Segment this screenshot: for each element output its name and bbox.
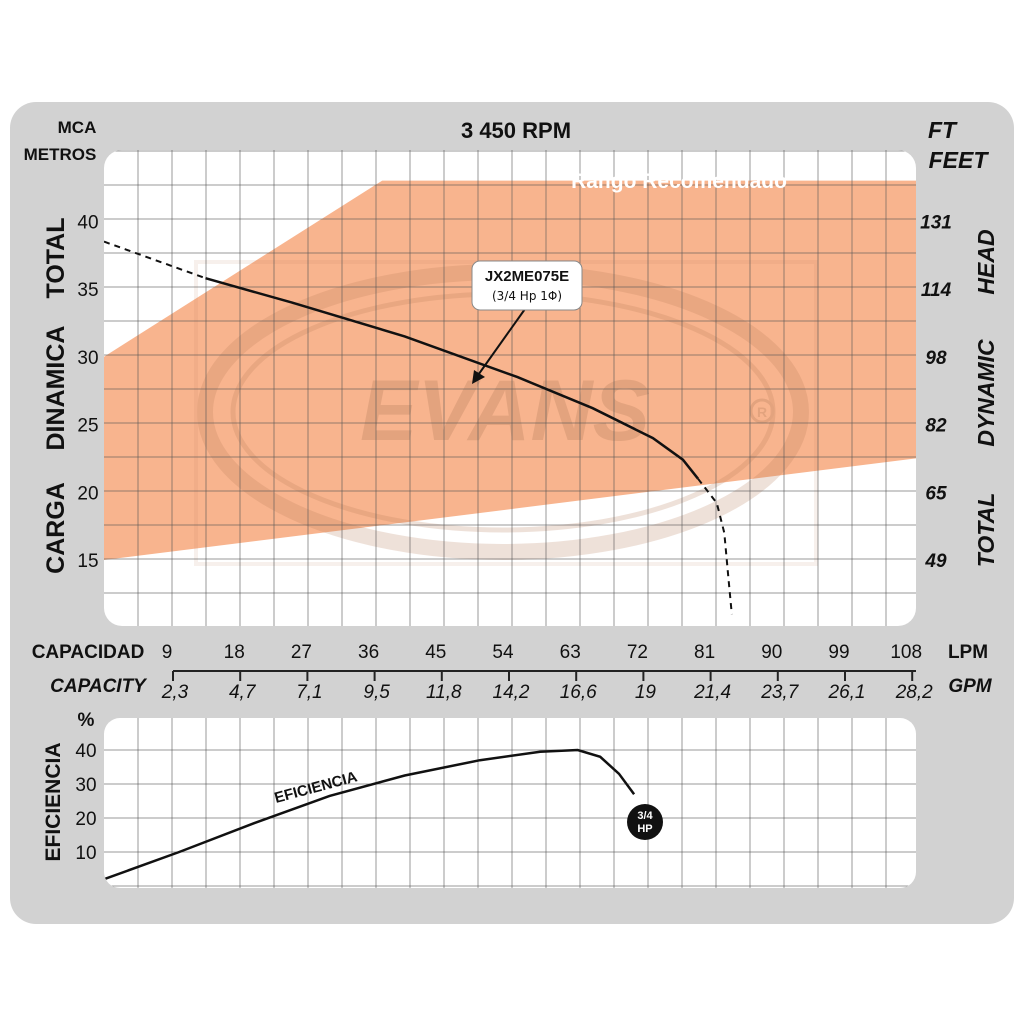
y-tick-left: 15 [77,551,98,572]
right-axis-word-dynamic: DYNAMIC [973,339,999,447]
x-tick-gpm: 4,7 [229,682,257,703]
left-unit-label-1: MCA [58,118,97,137]
x-tick-lpm: 18 [224,642,245,663]
left-axis-word-dinamica: DINAMICA [42,326,70,451]
pump-model-name: JX2ME075E [485,268,569,285]
capacity-axis-ticks: 9 2,3 18 4,7 27 7,1 36 9,5 45 11,8 54 14,2 63 16,6 72 1… [161,642,933,703]
x-tick-gpm: 19 [635,682,657,703]
left-unit-label-2: METROS [24,145,97,164]
x-tick-gpm: 9,5 [363,682,390,703]
head-axis-ticks: 15 49 20 65 25 82 30 98 35 114 40 131 [77,212,951,572]
x-tick-lpm: 63 [560,642,581,663]
efficiency-axis-ticks: 10 20 30 40 [75,741,96,864]
y-tick-right: 65 [925,483,947,504]
x-tick-gpm: 23,7 [760,682,799,703]
left-axis-word-carga: CARGA [42,482,70,574]
x-tick-lpm: 99 [828,642,849,663]
pump-curve-dashed-start [104,240,206,280]
y-tick-left: 35 [77,280,98,301]
x-tick-lpm: 45 [425,642,446,663]
y-tick-right: 49 [924,551,947,572]
x-tick-lpm: 81 [694,642,715,663]
svg-text:HP: HP [637,823,652,835]
x-tick-gpm: 7,1 [296,682,322,703]
x-tick-lpm: 36 [358,642,379,663]
right-unit-label-2: FEET [929,147,990,173]
pump-curve-dashed-end [697,478,733,615]
x-tick-gpm: 16,6 [560,682,597,703]
x-tick-lpm: 27 [291,642,312,663]
svg-text:R: R [757,404,767,420]
efficiency-plot-panel [104,718,916,888]
hp-badge: 3/4HP [627,804,663,840]
pump-model-spec: (3/4 Hp 1Φ) [492,289,562,303]
y-tick-right: 82 [925,416,947,437]
efficiency-unit-label: % [78,710,95,731]
y-tick-right: 98 [925,348,947,369]
x-tick-lpm: 54 [492,642,514,663]
capacity-label: CAPACITY [50,676,148,697]
head-grid [104,150,916,626]
lpm-unit-label: LPM [948,642,988,663]
x-tick-gpm: 26,1 [828,682,866,703]
efficiency-y-tick: 40 [75,741,96,762]
right-axis-word-head: HEAD [973,229,999,294]
x-tick-gpm: 14,2 [493,682,530,703]
efficiency-y-tick: 10 [75,843,96,864]
capacidad-label: CAPACIDAD [32,642,145,663]
recommended-range-label: Rango Recomendado [571,170,787,193]
pump-model-callout: JX2ME075E (3/4 Hp 1Φ) [471,260,583,384]
recommended-range-area [104,180,916,560]
y-tick-left: 30 [77,348,98,369]
y-tick-right: 114 [921,280,952,301]
evans-watermark: EVANS R [194,260,818,566]
right-unit-label-1: FT [928,117,958,143]
gpm-unit-label: GPM [948,676,992,697]
y-tick-left: 40 [77,212,98,233]
y-tick-right: 131 [920,212,952,233]
svg-text:3/4: 3/4 [637,810,653,822]
x-tick-lpm: 108 [890,642,922,663]
y-tick-left: 25 [77,416,98,437]
left-axis-word-total: TOTAL [42,217,70,298]
right-axis-word-total: TOTAL [973,493,999,568]
efficiency-grid [104,718,916,888]
x-tick-gpm: 2,3 [161,682,189,703]
pump-curve-solid [205,276,699,480]
efficiency-axis-label: EFICIENCIA [42,742,65,861]
chart-title: 3 450 RPM [461,118,571,143]
watermark-text: EVANS [360,363,650,459]
x-tick-lpm: 9 [162,642,173,663]
x-tick-lpm: 90 [761,642,782,663]
efficiency-y-tick: 30 [75,775,96,796]
x-tick-gpm: 28,2 [895,682,933,703]
x-tick-gpm: 21,4 [693,682,731,703]
efficiency-y-tick: 20 [75,809,96,830]
efficiency-curve [104,748,636,881]
x-tick-gpm: 11,8 [426,682,462,703]
y-tick-left: 20 [77,483,98,504]
x-tick-lpm: 72 [627,642,648,663]
